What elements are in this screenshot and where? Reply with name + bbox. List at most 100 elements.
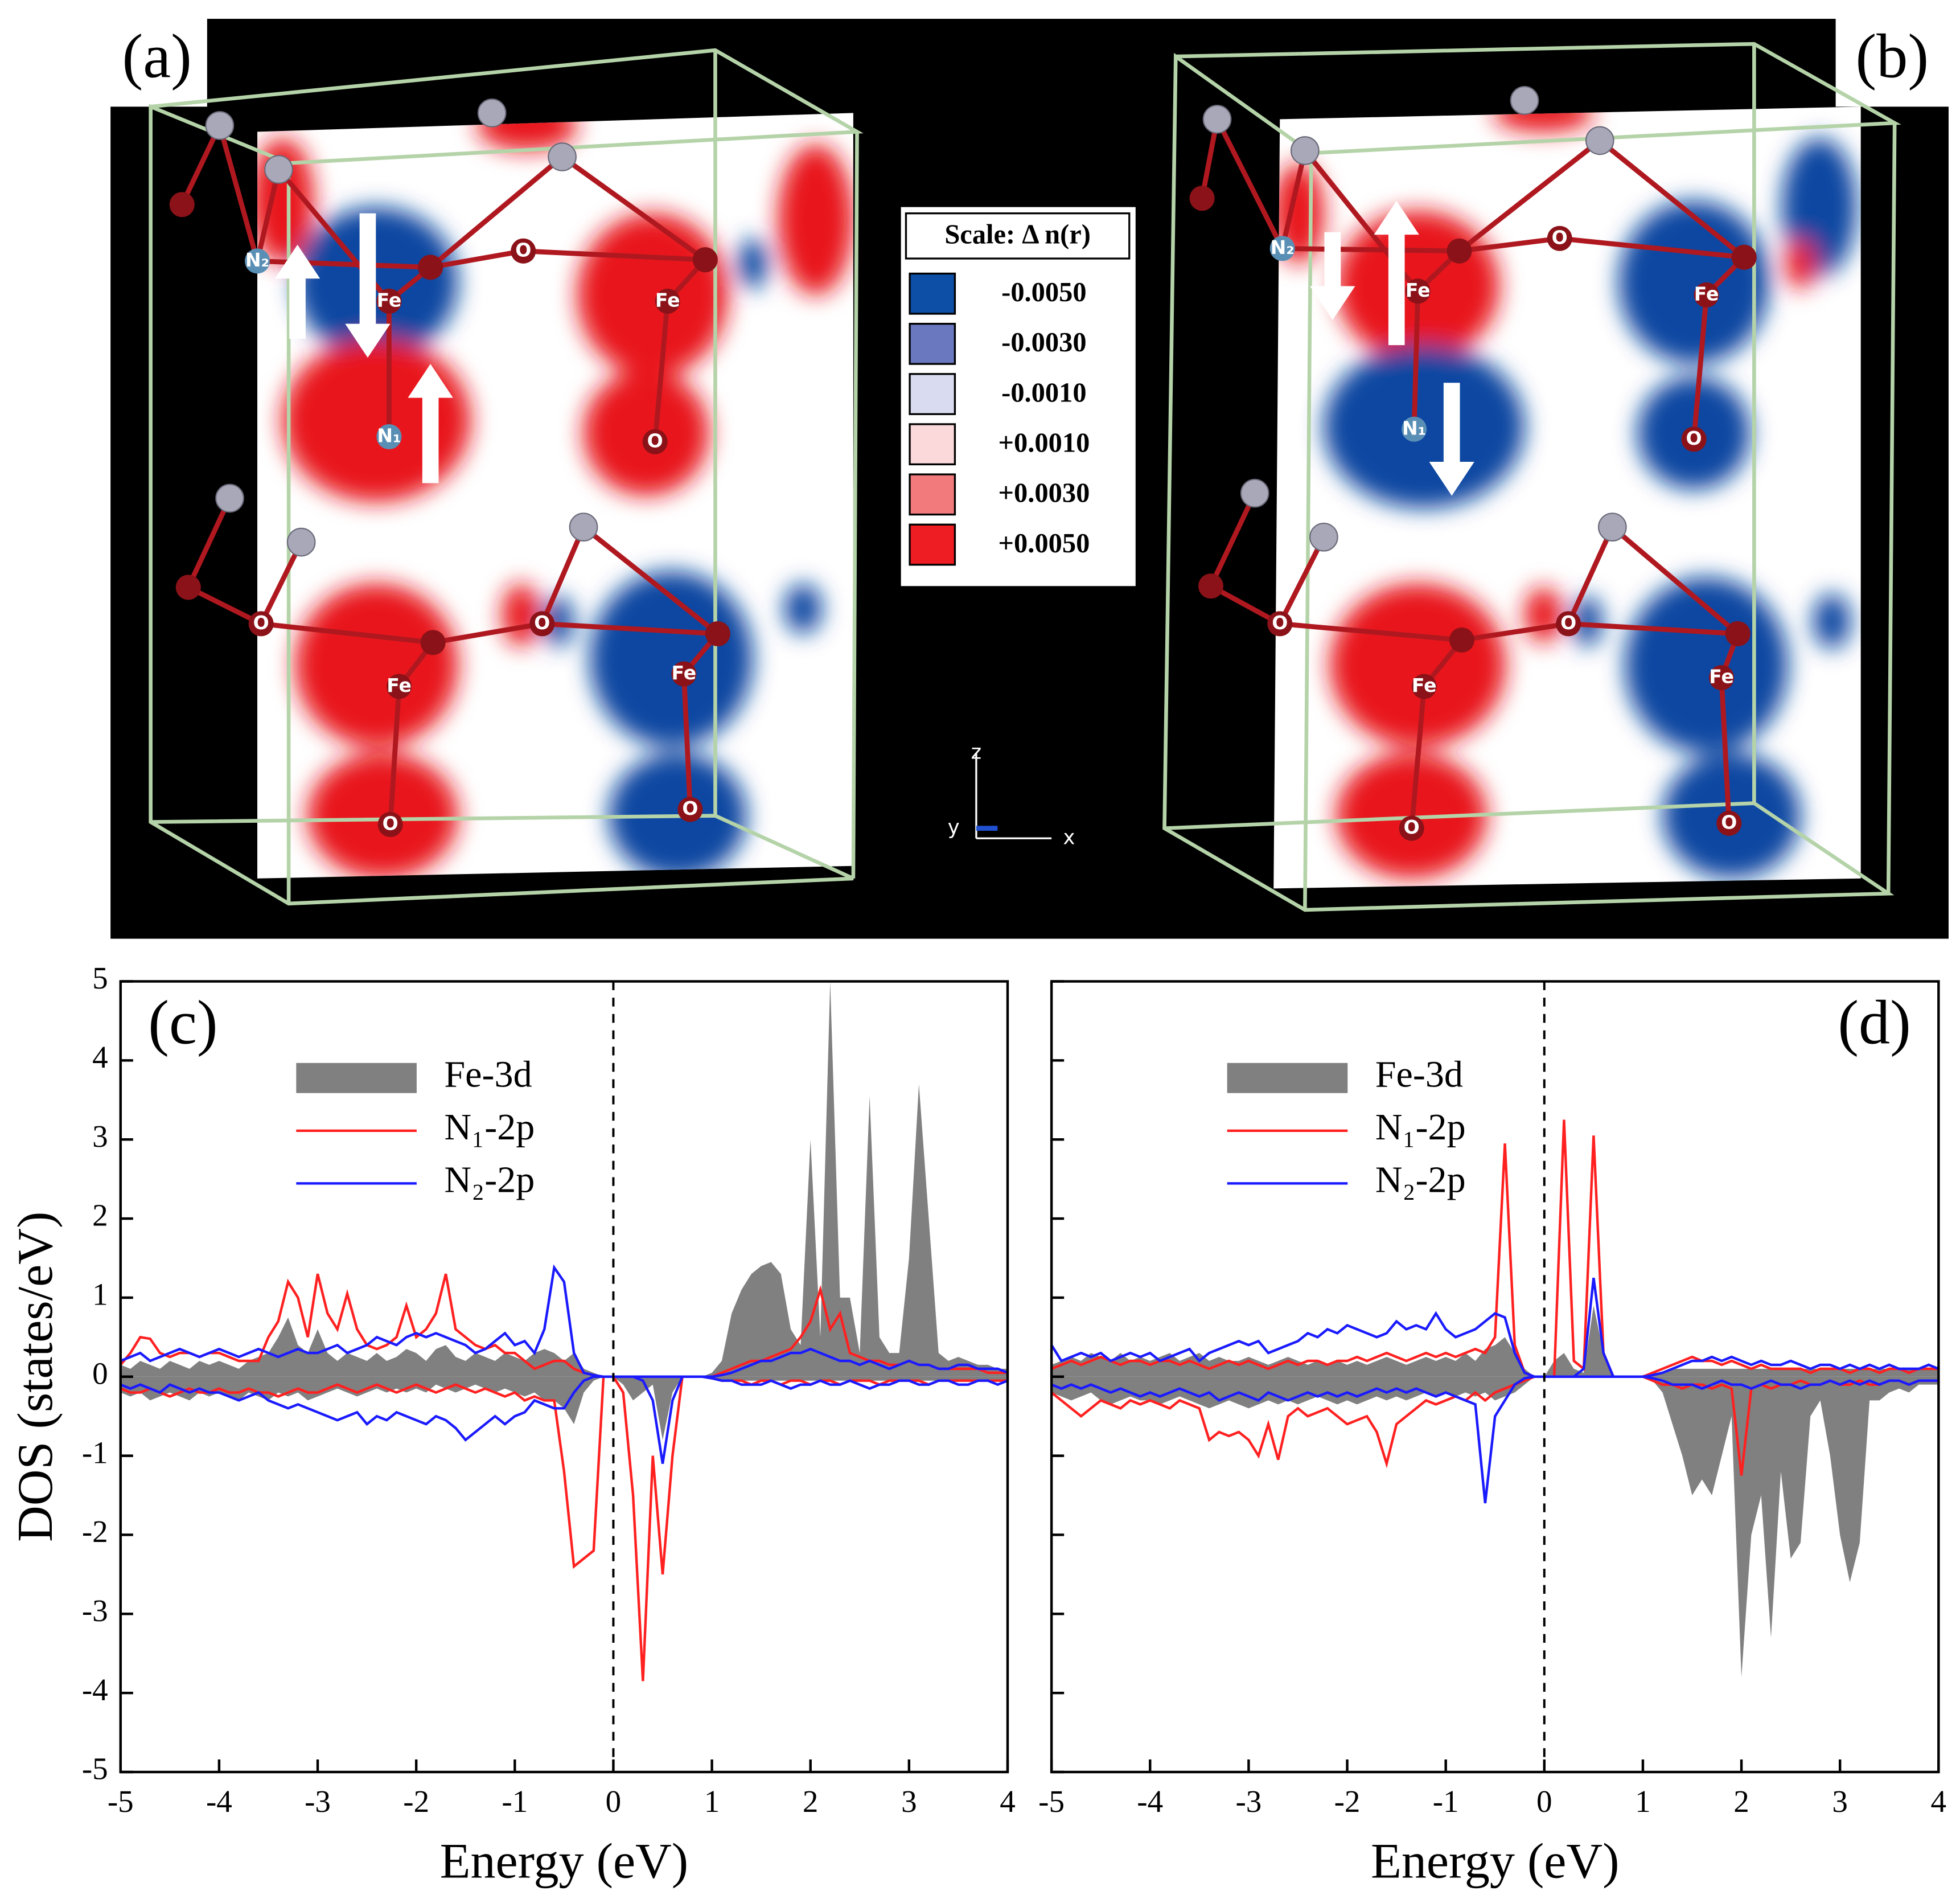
x-tick-label: -3 bbox=[305, 1784, 331, 1819]
atom-label: N₂ bbox=[245, 249, 269, 271]
atom bbox=[1269, 236, 1295, 261]
cell-edge bbox=[851, 132, 859, 879]
legend-swatch bbox=[1227, 1063, 1348, 1093]
legend-label: N₁-2p bbox=[1375, 1106, 1466, 1148]
atom bbox=[1556, 611, 1581, 637]
legend-swatch bbox=[909, 423, 956, 466]
bond bbox=[1277, 536, 1326, 625]
bond bbox=[187, 585, 262, 626]
dos-charts: -5 -4 -3 -2 -1 0 1 2 3 4 -5 -4 -3 -2 -1 0 1 2 3 4 5 Energy (e… bbox=[7, 961, 1946, 1889]
dos-line bbox=[1051, 1375, 1939, 1504]
bond bbox=[217, 125, 260, 262]
cell-edge bbox=[149, 48, 864, 906]
density-lobe bbox=[1330, 583, 1506, 747]
atom bbox=[1547, 225, 1572, 251]
dos-area bbox=[1051, 1305, 1939, 1377]
atom bbox=[1731, 244, 1757, 270]
atom bbox=[655, 288, 680, 314]
y-tick-label: 4 bbox=[92, 1040, 108, 1074]
x-tick-label: -2 bbox=[403, 1784, 429, 1819]
legend-label: -0.0050 bbox=[1001, 277, 1086, 307]
bond bbox=[1215, 118, 1285, 250]
atom bbox=[377, 811, 403, 838]
y-tick-label: -2 bbox=[82, 1514, 108, 1549]
bond bbox=[1279, 621, 1462, 643]
atom-label: Fe bbox=[387, 674, 412, 696]
atom-label: O bbox=[1272, 612, 1288, 634]
bond bbox=[1610, 525, 1740, 636]
x-tick-label: 4 bbox=[1931, 1784, 1947, 1819]
panel-label: (d) bbox=[1838, 988, 1910, 1057]
atom-label: O bbox=[1404, 816, 1420, 838]
atom bbox=[215, 483, 244, 513]
spin-arrow-head bbox=[274, 244, 320, 279]
spin-arrow-head bbox=[1310, 286, 1355, 321]
x-tick-label: -1 bbox=[502, 1784, 528, 1819]
atom bbox=[1681, 426, 1707, 452]
dos-line bbox=[120, 1375, 1008, 1681]
atoms: N₂ Fe O Fe N₁ O O O Fe Fe O O N₂ Fe O Fe N₁ O O O Fe Fe O O bbox=[169, 85, 1757, 841]
atom bbox=[511, 238, 536, 264]
atom bbox=[1694, 282, 1719, 307]
x-tick-label: 3 bbox=[901, 1784, 917, 1819]
atom bbox=[1597, 512, 1627, 542]
atom bbox=[677, 797, 703, 822]
cell-edge bbox=[1162, 42, 1901, 912]
bond bbox=[540, 526, 586, 625]
atom bbox=[1202, 105, 1232, 134]
y-tick-label: -1 bbox=[82, 1435, 108, 1470]
atom bbox=[1411, 674, 1437, 699]
atom bbox=[1309, 522, 1338, 552]
dos-line bbox=[1051, 1119, 1939, 1378]
atom bbox=[1267, 611, 1293, 637]
bond bbox=[179, 124, 222, 206]
atom-label: O bbox=[1721, 811, 1737, 833]
legend-title-box bbox=[905, 212, 1131, 260]
atom bbox=[1189, 186, 1215, 211]
dos-line bbox=[120, 1273, 1008, 1378]
atom bbox=[248, 611, 274, 637]
atom bbox=[1240, 478, 1269, 508]
atom-label: N₁ bbox=[1402, 417, 1426, 439]
x-tick-label: 2 bbox=[803, 1784, 819, 1819]
bond bbox=[1411, 291, 1421, 429]
bond bbox=[1280, 150, 1308, 249]
legend-label: N₂-2p bbox=[444, 1159, 535, 1201]
x-axis-label: Energy (eV) bbox=[1371, 1834, 1619, 1889]
atom bbox=[376, 288, 402, 314]
bond bbox=[1719, 677, 1732, 824]
x-tick-label: -5 bbox=[1038, 1784, 1065, 1819]
y-tick-label: 2 bbox=[92, 1198, 108, 1233]
density-lobe bbox=[1625, 577, 1788, 753]
density-lobe bbox=[778, 144, 853, 295]
panel-label: (a) bbox=[122, 21, 192, 91]
legend-swatch bbox=[909, 473, 956, 516]
y-tick-label: 0 bbox=[92, 1356, 108, 1391]
x-tick-label: -3 bbox=[1235, 1784, 1262, 1819]
atom bbox=[1709, 665, 1735, 691]
legend-swatch bbox=[909, 322, 956, 365]
atom-label: O bbox=[1552, 226, 1568, 248]
atom-label: Fe bbox=[1406, 279, 1431, 301]
atom-label: O bbox=[1686, 427, 1702, 449]
x-tick-label: 1 bbox=[1635, 1784, 1651, 1819]
atom bbox=[286, 527, 316, 557]
bond bbox=[652, 301, 671, 442]
atom-label: Fe bbox=[377, 289, 402, 311]
atom bbox=[418, 255, 443, 280]
legend-label: Fe-3d bbox=[444, 1053, 532, 1095]
y-tick-label: 3 bbox=[92, 1119, 108, 1154]
atom bbox=[1399, 815, 1424, 841]
x-tick-label: 3 bbox=[1832, 1784, 1848, 1819]
atom bbox=[1290, 136, 1320, 165]
legend-label: -0.0010 bbox=[1001, 378, 1086, 408]
density-lobe bbox=[282, 339, 471, 502]
bond bbox=[561, 154, 707, 262]
legend-swatch bbox=[909, 373, 956, 415]
spin-arrow-head bbox=[1374, 200, 1419, 235]
atom-label: O bbox=[534, 612, 550, 634]
axes-indicator: z y x bbox=[948, 740, 1075, 849]
bond bbox=[430, 248, 524, 270]
density-lobe bbox=[1813, 593, 1851, 649]
